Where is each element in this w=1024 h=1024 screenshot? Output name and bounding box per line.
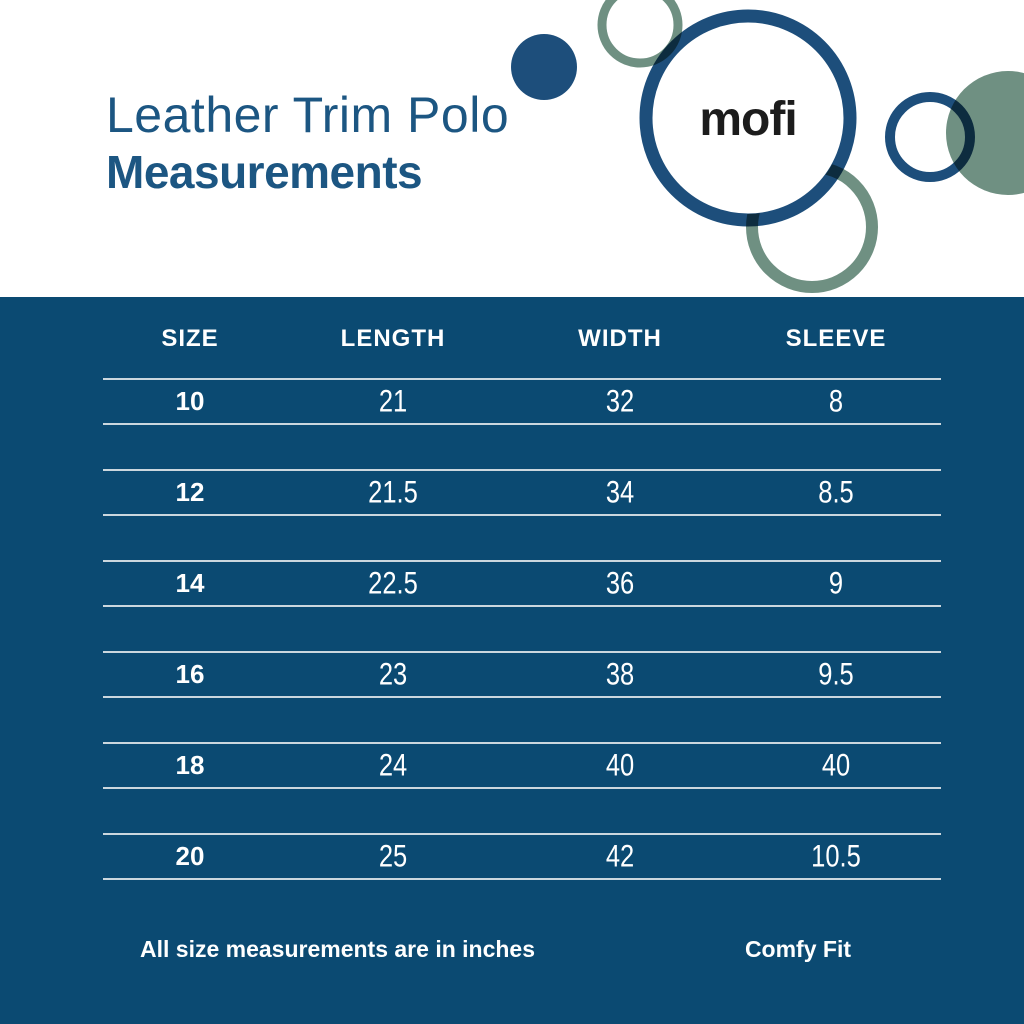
logo-ring-icon: [639, 9, 857, 227]
size-cell: 12: [175, 477, 205, 507]
size-cell: 10: [175, 386, 205, 416]
measurements-panel: SIZE LENGTH WIDTH SLEEVE 10 21 32 8 12 21.5 34 8.5…: [0, 297, 1024, 1024]
value-cell: 8.5: [818, 474, 854, 510]
value-cell: 23: [378, 656, 408, 692]
value-cell: 10.5: [811, 838, 861, 874]
value-cell: 42: [605, 838, 635, 874]
value-cell: 36: [605, 565, 635, 601]
value-cell: 22.5: [368, 565, 418, 601]
size-cell: 20: [175, 841, 205, 871]
value-cell: 25: [378, 838, 408, 874]
value-cell: 21: [378, 383, 408, 419]
value-cell: 9.5: [818, 656, 854, 692]
brand-logo-text: mofi: [699, 93, 796, 146]
product-name: Leather Trim Polo: [106, 87, 510, 143]
sage-ring-top-icon: [597, 0, 683, 68]
value-cell: 32: [605, 383, 635, 419]
table-row: 20 25 42 10.5: [103, 833, 941, 880]
value-cell: 34: [605, 474, 635, 510]
value-cell: 40: [605, 747, 635, 783]
column-header: WIDTH: [578, 325, 662, 352]
column-header: LENGTH: [340, 325, 446, 352]
size-cell: 14: [175, 568, 205, 598]
value-cell: 38: [605, 656, 635, 692]
logo-disc: [652, 22, 844, 214]
brand-circles-graphic: mofi: [511, 0, 1024, 293]
column-header: SLEEVE: [785, 325, 887, 352]
size-cell: 16: [175, 659, 205, 689]
value-cell: 40: [821, 747, 851, 783]
table-header-row: SIZE LENGTH WIDTH SLEEVE: [103, 325, 941, 353]
value-cell: 9: [828, 565, 844, 601]
fit-label: Comfy Fit: [744, 936, 851, 962]
size-table: 10 21 32 8 12 21.5 34 8.5 14 22.5 36 9 16 23 38 9.5 18 24…: [103, 378, 941, 924]
table-row: 18 24 40 40: [103, 742, 941, 789]
page-subtitle: Measurements: [106, 146, 423, 198]
column-header: SIZE: [161, 325, 219, 352]
hero-section: Leather Trim Polo Measurements mofi: [0, 0, 1024, 297]
table-row: 14 22.5 36 9: [103, 560, 941, 607]
sage-filled-circle-icon: [946, 71, 1024, 195]
table-row: 16 23 38 9.5: [103, 651, 941, 698]
units-note: All size measurements are in inches: [140, 936, 536, 962]
size-cell: 18: [175, 750, 205, 780]
value-cell: 24: [378, 747, 408, 783]
value-cell: 21.5: [368, 474, 418, 510]
table-row: 12 21.5 34 8.5: [103, 469, 941, 516]
panel-footer: All size measurements are in inches Comf…: [0, 936, 1024, 963]
table-row: 10 21 32 8: [103, 378, 941, 425]
blue-ring-icon: [885, 92, 975, 182]
page-title: Leather Trim Polo Measurements: [106, 90, 509, 195]
blue-dot-icon: [511, 34, 577, 100]
value-cell: 8: [828, 383, 844, 419]
